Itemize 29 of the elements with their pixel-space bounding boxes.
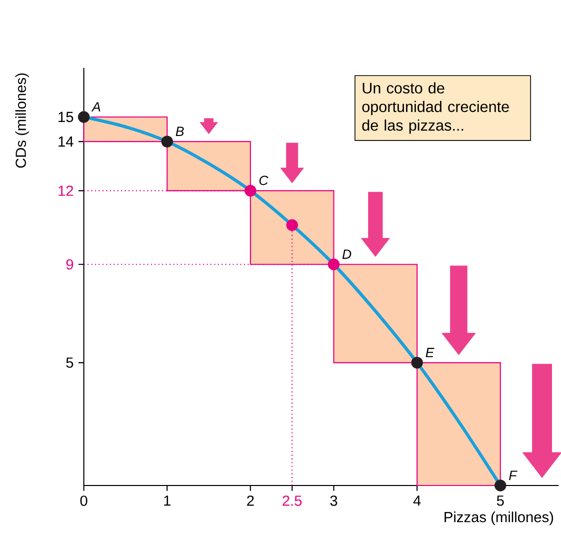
y-tick-label: 9 (66, 259, 74, 270)
y-tick-label: 14 (58, 136, 74, 147)
x-axis-title: Pizzas (millones) (444, 512, 554, 526)
annotation: F (509, 470, 518, 480)
annotation: B (176, 126, 184, 136)
point (161, 136, 173, 148)
y-tick-label: 12 (58, 186, 74, 196)
x-tick-label: 4 (413, 496, 421, 506)
point (411, 356, 423, 369)
x-tick-label: 1 (164, 496, 170, 506)
annotation: A (91, 102, 100, 112)
x-tick-label: 0 (80, 496, 88, 506)
annotation: D (342, 250, 352, 259)
x-tick-label: 2.5 (282, 496, 302, 506)
annotation: C (259, 176, 268, 186)
annotation: E (426, 348, 434, 358)
point (286, 219, 298, 232)
y-axis-title: CDs (millones) (15, 74, 29, 168)
y-tick-label: 5 (66, 358, 74, 368)
point (244, 184, 256, 197)
x-tick-label: 3 (330, 496, 338, 506)
annotation: Un costo de oportunidad creciente de las pizzas... (362, 82, 509, 134)
bar (416, 362, 501, 486)
x-tick-label: 5 (496, 496, 504, 506)
point (78, 111, 90, 123)
x-tick-label: 2 (247, 496, 254, 506)
point (494, 480, 506, 492)
point (328, 258, 340, 270)
y-tick-label: 15 (58, 112, 74, 122)
